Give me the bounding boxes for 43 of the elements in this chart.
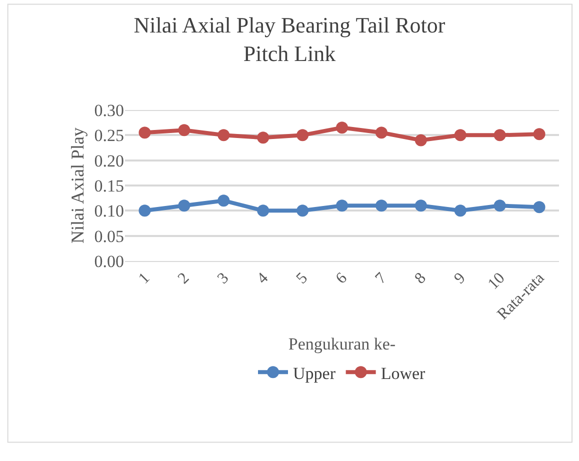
x-tick-label: 3 bbox=[214, 270, 232, 288]
point bbox=[296, 204, 309, 217]
point bbox=[257, 132, 270, 144]
chart-title: Nilai Axial Play Bearing Tail Rotor Pitch Link bbox=[134, 12, 446, 66]
x-tick-label: 4 bbox=[254, 270, 272, 288]
point bbox=[138, 126, 151, 139]
point bbox=[414, 200, 427, 212]
point bbox=[257, 204, 270, 217]
x-tick-label: 7 bbox=[372, 270, 390, 288]
point bbox=[414, 134, 427, 146]
point bbox=[138, 204, 151, 217]
y-axis-title: Nilai Axial Play bbox=[67, 128, 88, 244]
point bbox=[494, 129, 506, 142]
point bbox=[336, 200, 348, 212]
x-tick-label: 5 bbox=[293, 270, 312, 288]
point bbox=[494, 200, 506, 212]
x-tick-label: 6 bbox=[332, 270, 350, 288]
point bbox=[218, 129, 230, 142]
point bbox=[375, 126, 388, 139]
y-tick-label: 0.05 bbox=[94, 226, 124, 246]
point bbox=[454, 204, 466, 217]
point bbox=[454, 129, 466, 142]
y-tick-label: 0.20 bbox=[94, 151, 124, 170]
x-tick-label: 8 bbox=[412, 270, 430, 288]
point bbox=[178, 124, 190, 136]
x-tick-label: 9 bbox=[451, 270, 469, 288]
y-tick-label: 0.10 bbox=[94, 202, 124, 221]
legend-label: Lower bbox=[380, 364, 426, 383]
point bbox=[533, 128, 546, 140]
y-tick-label: 0.25 bbox=[94, 126, 124, 146]
point bbox=[336, 122, 348, 134]
point bbox=[178, 200, 190, 212]
x-tick-label: 2 bbox=[174, 270, 193, 288]
point bbox=[296, 129, 309, 142]
x-axis-title: Pengukuran ke- bbox=[288, 334, 396, 354]
y-tick-label: 0.15 bbox=[94, 176, 124, 196]
legend-label: Upper bbox=[293, 364, 336, 383]
point bbox=[218, 194, 230, 207]
point bbox=[533, 201, 546, 214]
y-tick-label: 0.30 bbox=[94, 100, 124, 120]
x-tick-label: 1 bbox=[136, 270, 154, 288]
y-tick-label: 0.00 bbox=[94, 252, 124, 271]
point bbox=[375, 200, 388, 212]
